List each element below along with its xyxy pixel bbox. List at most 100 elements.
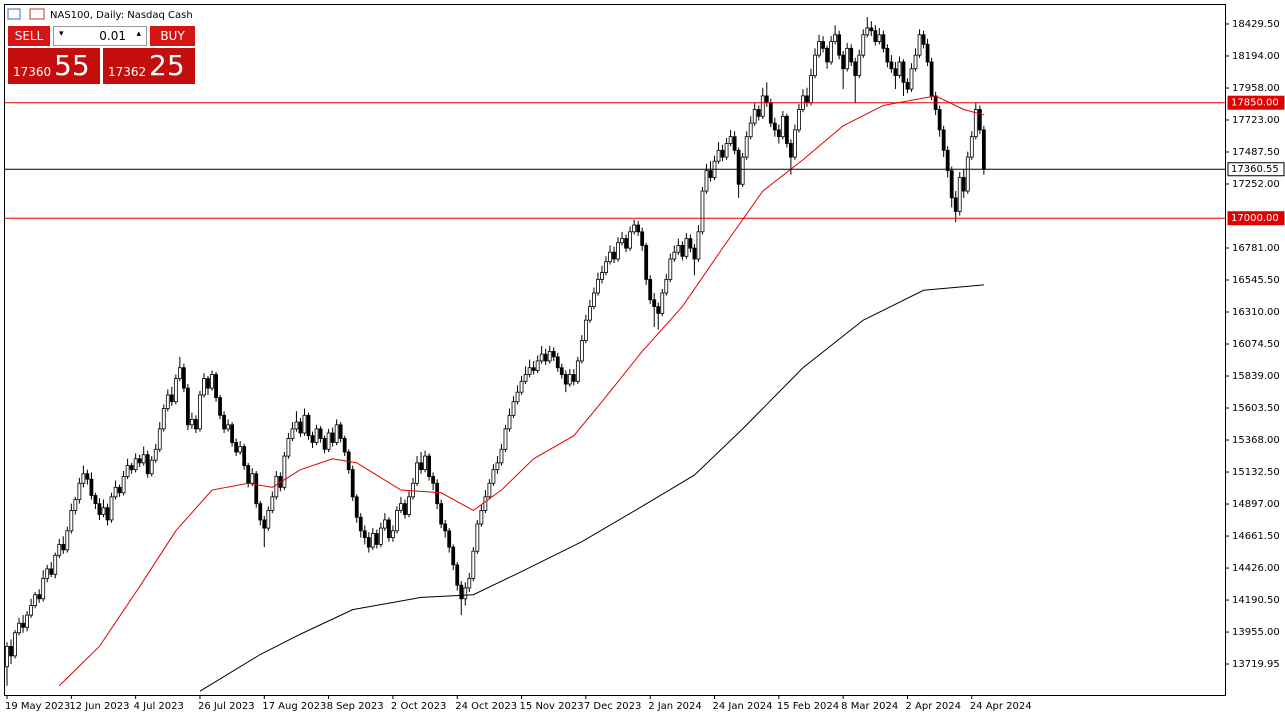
sell-price[interactable]: 17360 55 bbox=[8, 48, 100, 84]
lot-down[interactable]: ▾ bbox=[59, 29, 64, 39]
x-tick-label: 24 Apr 2024 bbox=[970, 701, 1032, 712]
candle-body bbox=[736, 149, 741, 185]
candle-body bbox=[270, 496, 275, 511]
candle-body bbox=[210, 374, 214, 389]
candle-body bbox=[173, 378, 178, 403]
candle-body bbox=[555, 356, 560, 369]
candle-body bbox=[491, 469, 496, 484]
candle-body bbox=[620, 238, 624, 244]
x-tick-label: 8 Mar 2024 bbox=[841, 701, 898, 712]
candle-body bbox=[869, 27, 874, 32]
menu-icon[interactable] bbox=[7, 8, 21, 20]
candle-body bbox=[873, 30, 878, 42]
level-label: 17850.00 bbox=[1231, 98, 1279, 109]
candle-body bbox=[185, 387, 190, 426]
candle-body bbox=[73, 499, 78, 511]
candle-body bbox=[961, 177, 966, 192]
candle-body bbox=[969, 136, 974, 158]
x-tick-label: 24 Jan 2024 bbox=[713, 701, 773, 712]
buy-price[interactable]: 17362 25 bbox=[103, 48, 195, 84]
trade-panel: SELL ▾ 0.01 ▴ BUY 17360 55 17362 25 bbox=[8, 26, 196, 84]
x-tick-label: 15 Feb 2024 bbox=[777, 701, 839, 712]
level-tag bbox=[1227, 211, 1285, 226]
candle-body bbox=[756, 109, 761, 117]
x-tick-label: 19 May 2023 bbox=[5, 701, 70, 712]
y-tick-label: 17487.50 bbox=[1232, 147, 1280, 158]
candle-body bbox=[53, 554, 58, 575]
candle-body bbox=[772, 122, 777, 131]
x-tick-label: 26 Jul 2023 bbox=[198, 701, 255, 712]
candle-body bbox=[793, 129, 797, 158]
candle-body bbox=[169, 394, 174, 403]
candle-body bbox=[724, 143, 729, 158]
x-tick-label: 15 Nov 2023 bbox=[520, 701, 584, 712]
y-tick-label: 15368.00 bbox=[1232, 435, 1280, 446]
candle-body bbox=[921, 34, 926, 45]
candle-body bbox=[109, 496, 114, 521]
candle-body bbox=[789, 143, 793, 158]
y-tick-label: 16545.50 bbox=[1232, 275, 1280, 286]
candle-body bbox=[825, 47, 829, 63]
candle-body bbox=[198, 394, 202, 430]
candle-body bbox=[21, 622, 25, 628]
candle-body bbox=[447, 530, 452, 548]
sell-button[interactable]: SELL bbox=[8, 26, 50, 46]
sell-price-pips: 55 bbox=[54, 49, 90, 82]
candle-body bbox=[768, 102, 773, 124]
buy-button[interactable]: BUY bbox=[150, 26, 195, 46]
y-tick-label: 15132.50 bbox=[1232, 467, 1280, 478]
candle-body bbox=[262, 519, 267, 529]
candle-body bbox=[314, 428, 319, 443]
buy-price-main: 17362 bbox=[108, 65, 147, 79]
y-tick-label: 13719.95 bbox=[1232, 659, 1280, 670]
candle-body bbox=[105, 507, 110, 521]
candle-body bbox=[310, 435, 315, 443]
candle-body bbox=[547, 351, 552, 362]
candle-body bbox=[579, 340, 584, 362]
candle-body bbox=[427, 455, 432, 477]
candle-body bbox=[543, 353, 548, 362]
candle-body bbox=[391, 530, 395, 539]
candle-body bbox=[463, 587, 468, 600]
lot-value: 0.01 bbox=[99, 29, 126, 43]
candle-body bbox=[728, 136, 733, 144]
x-tick-label: 7 Dec 2023 bbox=[584, 701, 642, 712]
candle-body bbox=[600, 272, 604, 280]
candle-body bbox=[760, 95, 765, 117]
candle-body bbox=[965, 156, 970, 192]
candle-body bbox=[893, 68, 898, 76]
candle-body bbox=[716, 149, 721, 162]
candle-body bbox=[519, 380, 524, 393]
y-tick-label: 15603.50 bbox=[1232, 403, 1280, 414]
candle-body bbox=[612, 251, 616, 260]
candle-body bbox=[692, 247, 697, 260]
candle-body bbox=[403, 503, 407, 515]
x-tick-label: 24 Oct 2023 bbox=[455, 701, 517, 712]
y-tick-label: 16074.50 bbox=[1232, 339, 1280, 350]
plot-frame bbox=[4, 4, 1226, 696]
lot-input[interactable]: ▾ 0.01 ▴ bbox=[53, 26, 147, 46]
candle-body bbox=[957, 177, 962, 212]
candle-body bbox=[455, 564, 460, 586]
candle-body bbox=[507, 414, 512, 430]
candle-body bbox=[845, 47, 850, 70]
x-tick-label: 2 Apr 2024 bbox=[905, 701, 960, 712]
candle-body bbox=[945, 149, 950, 172]
candle-body bbox=[165, 394, 170, 409]
chart-icon[interactable] bbox=[29, 8, 45, 20]
candle-body bbox=[9, 645, 13, 657]
candle-body bbox=[226, 424, 231, 430]
candle-body bbox=[37, 594, 42, 600]
candle-body bbox=[415, 462, 419, 484]
candle-body bbox=[61, 544, 66, 551]
candle-body bbox=[604, 261, 608, 274]
candle-body bbox=[797, 109, 801, 131]
candle-body bbox=[776, 129, 781, 138]
candle-body bbox=[909, 68, 914, 90]
lot-up[interactable]: ▴ bbox=[136, 29, 141, 39]
candle-body bbox=[925, 43, 930, 63]
y-tick-label: 16310.00 bbox=[1232, 307, 1280, 318]
moving-average bbox=[58, 95, 984, 687]
candle-body bbox=[885, 47, 890, 63]
